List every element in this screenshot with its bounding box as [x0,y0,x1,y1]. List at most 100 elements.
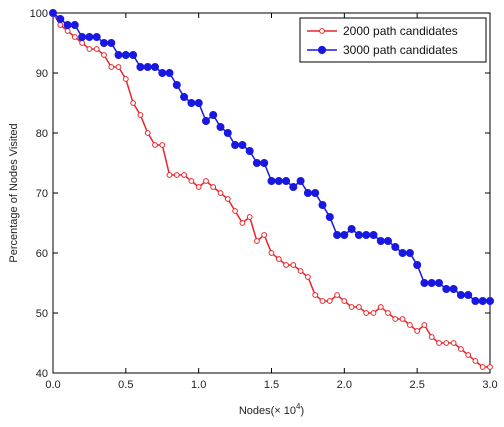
data-point [180,93,189,102]
data-point [421,322,428,328]
data-point [340,230,349,239]
data-point [63,20,72,29]
data-point [356,304,362,310]
y-tick-label: 60 [36,248,48,260]
data-point [173,172,180,178]
data-point [407,322,413,328]
y-tick-label: 80 [36,128,48,140]
data-point [341,298,348,304]
data-point [399,316,406,322]
data-point [122,76,129,82]
data-point [464,290,473,299]
x-tick-label: 0.0 [45,379,60,391]
data-point [319,298,326,304]
data-point [165,69,174,78]
data-point [107,39,116,48]
data-point [216,123,225,132]
data-point [144,130,151,136]
data-point [414,328,421,334]
data-point [166,172,173,178]
data-point [427,278,436,287]
legend-item-2: 3000 path candidates [307,43,458,57]
data-point [385,310,391,316]
legend-label: 3000 path candidates [343,43,458,57]
data-point [64,28,71,34]
data-point [442,284,451,293]
data-point [370,310,377,316]
data-point [210,184,217,190]
data-point [362,230,371,239]
data-point [458,346,464,352]
data-point [130,100,137,106]
series-layer [49,8,494,370]
x-tick-label: 2.0 [337,379,352,391]
data-point [158,69,167,78]
data-point [363,310,370,316]
data-point [478,296,487,305]
data-point [471,296,480,305]
data-point [231,140,240,149]
data-point [115,64,122,70]
data-point [108,64,115,70]
data-point [450,340,457,346]
data-point [143,63,152,72]
data-point [303,188,312,197]
data-point [260,158,269,167]
data-point [254,238,260,244]
data-point [472,358,479,364]
data-point [49,8,58,17]
data-point [392,316,399,322]
y-axis-label: Percentage of Nodes Visited [8,123,20,262]
data-point [282,176,291,185]
data-point [223,128,232,137]
legend: 2000 path candidates 3000 path candidates [299,17,487,63]
data-point [297,268,304,274]
data-point [376,236,385,245]
data-point [56,14,65,23]
data-point [267,176,276,185]
legend-marker [319,28,325,34]
data-point [261,232,268,238]
legend-label: 2000 path candidates [343,24,458,38]
series-1 [50,10,493,370]
x-tick-label: 2.5 [410,379,425,391]
data-point [312,292,319,298]
data-point [487,364,493,370]
y-tick-label: 50 [36,308,48,320]
legend-box [299,17,487,63]
data-point [479,364,486,370]
data-point [289,182,298,191]
x-axis-label-suffix: ) [300,405,304,417]
data-point [485,296,494,305]
x-axis-label: Nodes(× 104) [239,402,304,417]
y-tick-label: 70 [36,188,48,200]
x-axis-label-exponent: 4 [296,402,301,411]
data-point [71,34,78,40]
data-point [187,99,196,108]
data-point [136,63,145,72]
data-point [203,178,209,184]
data-point [85,33,94,42]
data-point [57,22,64,28]
data-point [428,334,435,340]
data-point [86,46,93,52]
y-tick-label: 100 [30,8,48,20]
x-tick-label: 0.5 [118,379,133,391]
data-point [201,117,210,126]
data-point [420,278,429,287]
data-point [334,292,341,298]
data-point [325,212,334,221]
data-point [159,142,166,148]
data-point [137,112,144,118]
y-tick-label: 40 [36,368,48,380]
data-point [121,51,130,60]
data-point [405,248,414,257]
data-point [369,230,378,239]
x-tick-label: 1.5 [264,379,279,391]
data-point [78,33,87,42]
plot-area [52,12,491,374]
data-point [92,33,101,42]
legend-marker [317,45,327,55]
data-point [283,262,290,268]
